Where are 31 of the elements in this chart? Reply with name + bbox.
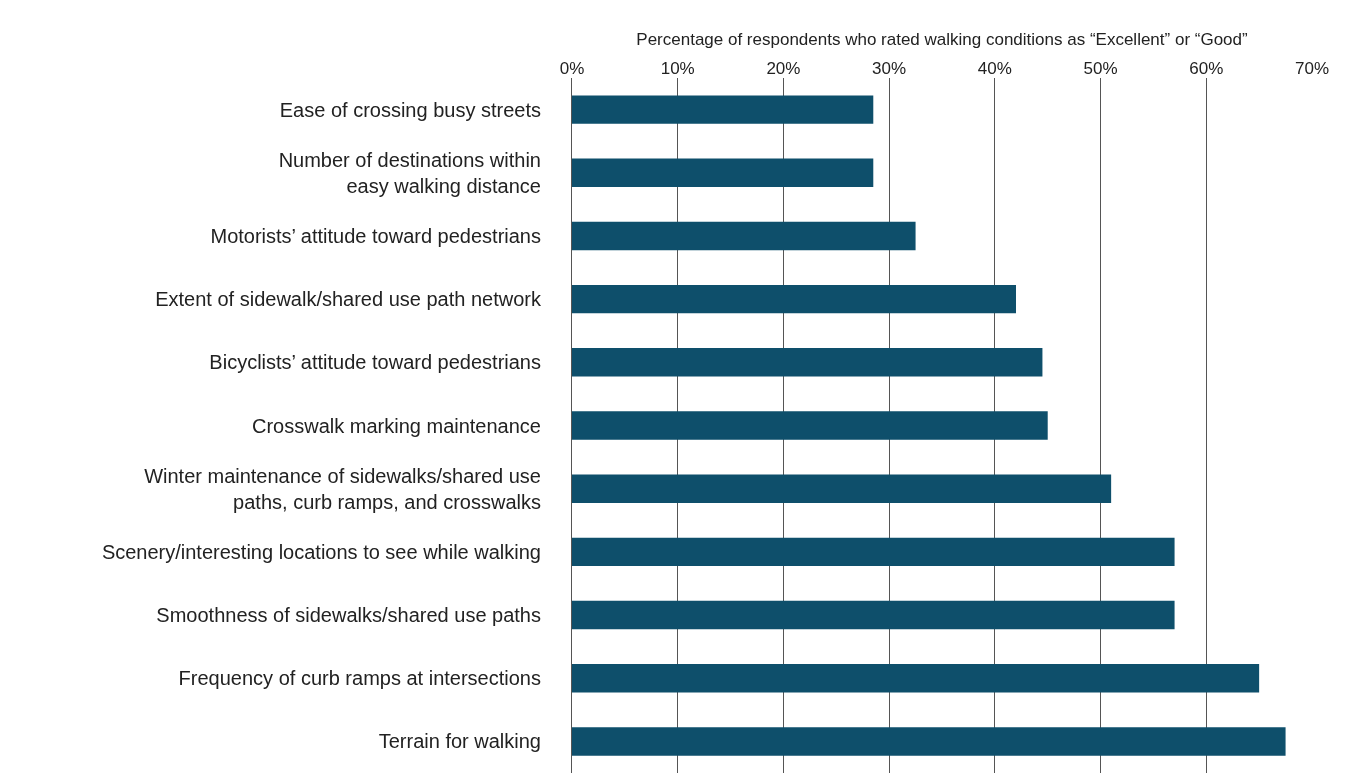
bar xyxy=(572,158,874,187)
x-tick-label: 20% xyxy=(766,58,801,78)
bar xyxy=(572,411,1048,440)
x-tick-label: 60% xyxy=(1189,58,1224,78)
bar xyxy=(572,95,874,124)
bar xyxy=(572,727,1286,756)
y-tick-label: Number of destinations within easy walking distance xyxy=(278,148,541,197)
bar xyxy=(572,474,1112,503)
bar xyxy=(572,284,1016,314)
x-tick-label: 40% xyxy=(977,58,1012,78)
y-tick-label: Frequency of curb ramps at intersections xyxy=(178,667,541,690)
x-tick-label: 50% xyxy=(1083,58,1118,78)
bar xyxy=(572,664,1260,693)
x-tick-label: 0% xyxy=(559,58,585,78)
y-tick-label: Terrain for walking xyxy=(378,730,541,753)
bar xyxy=(572,600,1175,630)
y-tick-label: Winter maintenance of sidewalks/shared use paths, curb ramps, and crosswalks xyxy=(144,464,541,513)
y-tick-label: Ease of crossing busy streets xyxy=(279,98,541,121)
x-tick-label: 30% xyxy=(872,58,907,78)
bar xyxy=(572,348,1043,377)
x-axis-title: Percentage of respondents who rated walking conditions as “Excellent” or “Good” xyxy=(636,30,1249,50)
x-tick-label: 10% xyxy=(660,58,695,78)
bar xyxy=(572,537,1175,567)
y-tick-label: Scenery/interesting locations to see while walking xyxy=(101,540,541,563)
y-tick-label: Extent of sidewalk/shared use path network xyxy=(155,288,542,311)
y-tick-label: Motorists’ attitude toward pedestrians xyxy=(210,224,541,247)
y-tick-label: Crosswalk marking maintenance xyxy=(251,414,541,437)
x-tick-label: 70% xyxy=(1294,58,1330,78)
y-tick-label: Smoothness of sidewalks/shared use paths xyxy=(156,604,541,627)
bar xyxy=(572,221,916,251)
y-tick-label: Bicyclists’ attitude toward pedestrians xyxy=(209,351,541,374)
